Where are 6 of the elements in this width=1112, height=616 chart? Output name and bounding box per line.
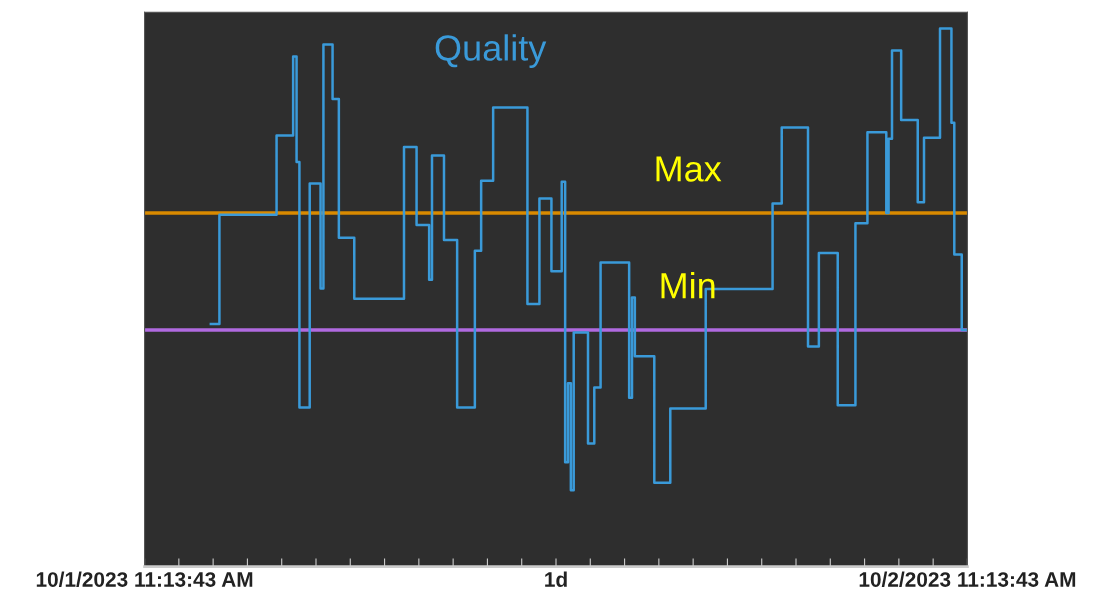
series-label: Quality xyxy=(435,34,547,68)
x-tick-label: 1d xyxy=(545,571,567,587)
ref-line-label: Min xyxy=(661,272,715,299)
ref-line-label: Max xyxy=(656,156,722,182)
x-tick-label: 10/2/2023 11:13:43 AM xyxy=(859,571,1076,588)
x-tick-label: 10/1/2023 11:13:43 AM xyxy=(36,571,253,588)
